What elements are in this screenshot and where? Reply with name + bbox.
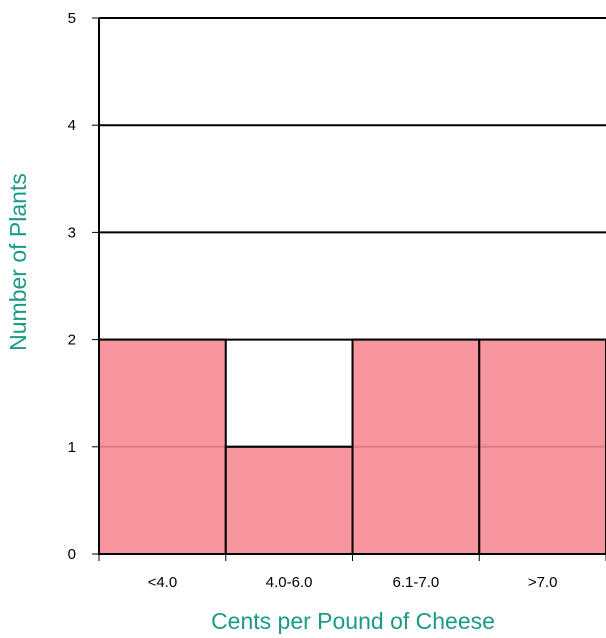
bar-1 — [224, 445, 354, 555]
x-tick-labels: <4.0 4.0-6.0 6.1-7.0 >7.0 — [148, 574, 558, 591]
x-tick-label-3: >7.0 — [528, 574, 558, 591]
y-tick-label-0: 0 — [68, 546, 76, 563]
bar-2 — [351, 338, 481, 555]
y-tick-label-3: 3 — [68, 224, 76, 241]
x-axis-title: Cents per Pound of Cheese — [211, 608, 495, 634]
y-tick-label-4: 4 — [68, 117, 76, 134]
bar-0 — [98, 338, 227, 555]
y-tick-label-2: 2 — [68, 332, 76, 349]
bar-3 — [478, 338, 606, 555]
axes — [92, 17, 606, 561]
x-tick-label-2: 6.1-7.0 — [393, 574, 440, 591]
y-tick-label-5: 5 — [68, 10, 76, 27]
y-axis-title: Number of Plants — [5, 173, 31, 351]
y-tick-labels: 0 1 2 3 4 5 — [68, 10, 76, 563]
bars — [98, 338, 606, 555]
y-tick-label-1: 1 — [68, 439, 76, 456]
x-tick-label-1: 4.0-6.0 — [266, 574, 313, 591]
x-tick-label-0: <4.0 — [148, 574, 178, 591]
